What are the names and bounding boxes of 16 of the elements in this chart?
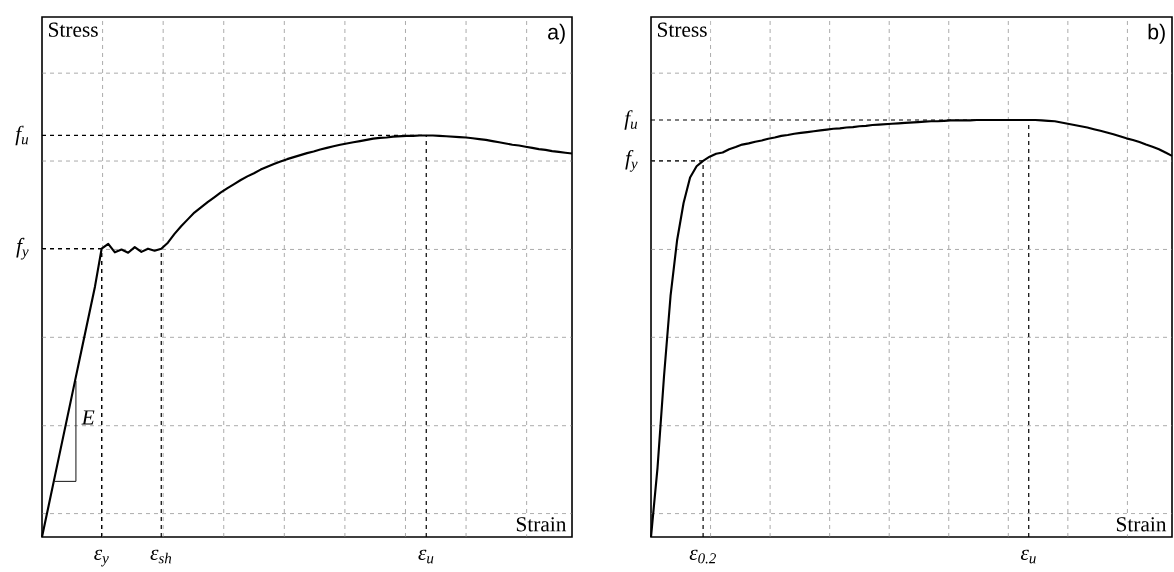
annotation: E	[81, 410, 95, 425]
text: f$_{u}$	[15, 125, 29, 146]
text: f$_{y}$	[625, 150, 638, 172]
x-tick-label: ε$_{u}$	[418, 549, 434, 564]
x-axis-title: Strain	[516, 517, 567, 532]
text: f$_{u}$	[624, 110, 638, 130]
x-tick-label: ε$_{u}$	[1020, 549, 1036, 564]
x-tick-label: ε$_{sh}$	[150, 549, 172, 564]
x-tick-label: ε$_{y}$	[94, 549, 109, 567]
chart-title: b)	[1148, 23, 1165, 44]
x-tick-label: ε$_{0.2}$	[689, 549, 716, 564]
chart-title: a)	[548, 23, 565, 44]
text: f$_{y}$	[16, 237, 29, 260]
y-axis-title: Stress	[49, 22, 98, 37]
x-axis-title: Strain	[1116, 517, 1167, 532]
y-axis-title: Stress	[657, 22, 707, 37]
